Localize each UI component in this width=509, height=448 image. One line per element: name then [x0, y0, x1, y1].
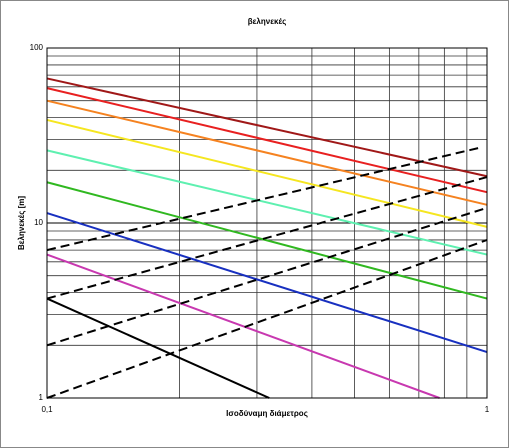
series-line: [46, 147, 479, 252]
y-axis-label: Βεληνεκές [m]: [17, 196, 26, 250]
y-tick-label: 1: [39, 393, 44, 402]
series-line: [46, 99, 488, 206]
series-line: [46, 176, 488, 300]
series-line: [46, 181, 488, 300]
chart-title: βεληνεκές: [248, 17, 287, 26]
series-line: [46, 239, 488, 399]
series-line: [46, 149, 488, 256]
series-line: [46, 206, 488, 347]
x-tick-label: 0,1: [41, 405, 53, 414]
y-tick-label: 100: [30, 43, 44, 52]
series-line: [46, 212, 488, 354]
series-line: [46, 87, 488, 194]
x-axis-label: Ισοδύναμη διάμετρος: [226, 409, 308, 418]
series-line: [46, 118, 488, 228]
series-line: [46, 253, 440, 399]
series-line: [46, 77, 488, 178]
plot-border: [46, 47, 488, 399]
x-tick-label: 1: [485, 405, 490, 414]
y-tick-label: 10: [34, 218, 43, 227]
series-line: [46, 297, 270, 399]
